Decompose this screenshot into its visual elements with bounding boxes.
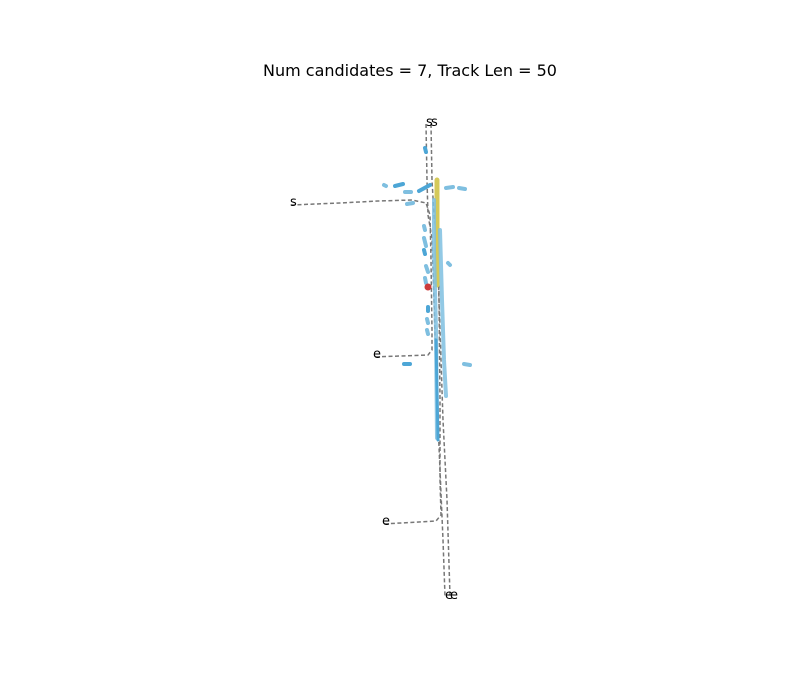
candidate-box-11 (422, 248, 427, 256)
reference-path-2 (430, 123, 451, 597)
reference-path-4 (382, 199, 442, 525)
candidate-box-1 (382, 183, 388, 188)
candidate-tracks (432, 177, 448, 442)
candidate-box-19 (446, 261, 452, 267)
candidate-box-4 (405, 201, 415, 206)
ego-vehicle-marker (424, 283, 432, 291)
candidate-box-12 (424, 264, 430, 274)
candidate-box-16 (425, 328, 430, 336)
candidate-track-3 (438, 228, 448, 398)
reference-paths (290, 123, 451, 597)
candidate-track-4 (434, 338, 440, 442)
ego-marker (424, 283, 432, 291)
candidate-box-8 (423, 146, 428, 154)
candidate-box-13 (423, 276, 428, 285)
start-label-3: s (290, 195, 297, 210)
candidate-box-7 (457, 186, 467, 191)
candidate-box-15 (425, 317, 430, 325)
candidate-box-2 (393, 182, 405, 188)
candidate-box-6 (444, 185, 455, 190)
end-label-4: e (373, 347, 381, 362)
end-label-6: e (445, 588, 453, 603)
candidate-box-9 (422, 224, 427, 232)
end-label-5: e (382, 514, 390, 529)
chart-title: Num candidates = 7, Track Len = 50 (263, 61, 557, 80)
reference-path-3 (290, 199, 433, 358)
candidate-box-18 (462, 362, 472, 367)
start-label-1: s (426, 115, 433, 130)
candidate-box-5 (417, 183, 432, 193)
candidate-box-10 (422, 236, 428, 248)
start-label-2: s (431, 115, 438, 130)
candidate-boxes (382, 146, 472, 367)
end-label-7: e (450, 588, 458, 603)
